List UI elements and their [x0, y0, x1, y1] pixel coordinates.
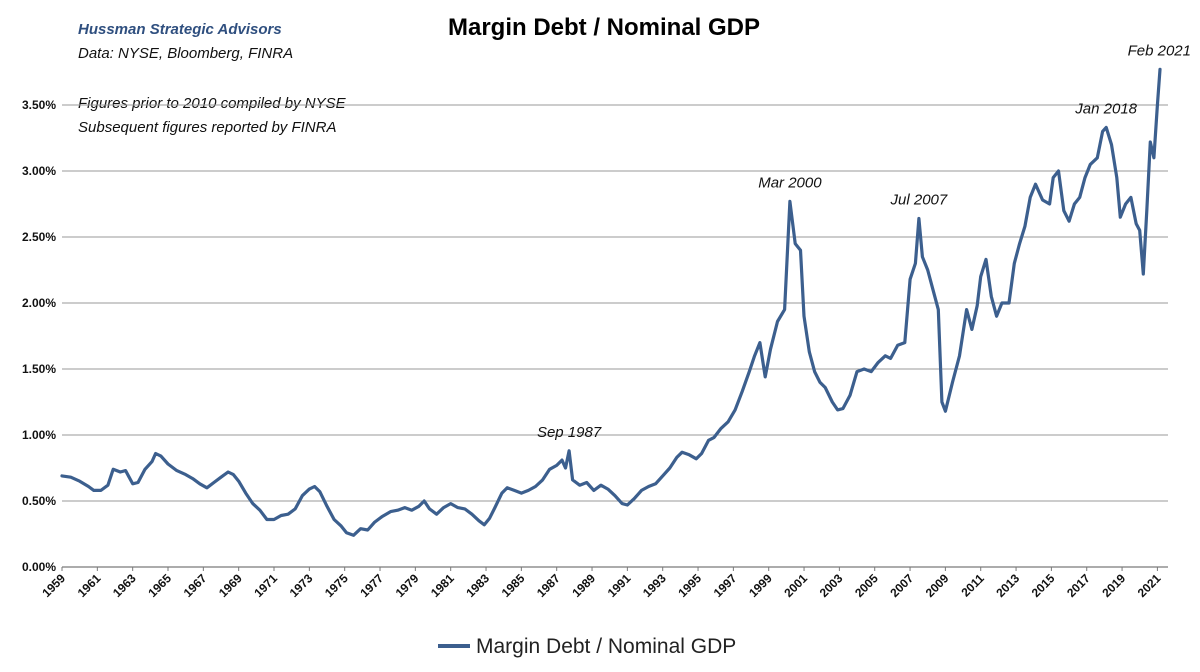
- legend-label: Margin Debt / Nominal GDP: [476, 635, 736, 658]
- gridlines: [62, 104, 1168, 568]
- x-tick-label: 1985: [499, 571, 528, 600]
- x-tick-label: 1991: [605, 571, 634, 600]
- annotation-label: Feb 2021: [1128, 42, 1191, 59]
- x-tick-label: 1965: [145, 571, 174, 600]
- x-tick-label: 2013: [993, 571, 1022, 600]
- note-line-1: Figures prior to 2010 compiled by NYSE: [78, 95, 347, 112]
- x-tick-label: 1959: [39, 571, 68, 600]
- x-tick-label: 1999: [746, 571, 775, 600]
- chart-title: Margin Debt / Nominal GDP: [448, 14, 760, 41]
- x-tick-label: 2021: [1135, 571, 1164, 600]
- x-tick-label: 1971: [251, 571, 280, 600]
- annotations: Sep 1987 Mar 2000 Jul 2007 Jan 2018 Feb 2021: [537, 42, 1191, 440]
- y-tick-label: 3.00%: [22, 164, 56, 178]
- x-tick-label: 1995: [675, 571, 704, 600]
- x-tick-label: 2007: [887, 571, 916, 600]
- x-tick-label: 1977: [357, 571, 386, 600]
- note-line-2: Subsequent figures reported by FINRA: [78, 119, 336, 136]
- y-tick-label: 2.00%: [22, 296, 56, 310]
- legend: Margin Debt / Nominal GDP: [438, 635, 736, 658]
- annotation-label: Jan 2018: [1074, 100, 1137, 117]
- series-layer: [60, 67, 1162, 537]
- x-tick-label: 2003: [817, 571, 846, 600]
- x-tick-label: 2009: [923, 571, 952, 600]
- x-tick-label: 1975: [322, 571, 351, 600]
- x-tick-label: 1987: [534, 571, 563, 600]
- y-tick-label: 1.50%: [22, 362, 56, 376]
- x-tick-label: 1979: [393, 571, 422, 600]
- annotation-label: Jul 2007: [890, 192, 948, 209]
- x-axis-ticks: 1959 1961 1963 1965 1967 1969 1971 1973 1975 1977…: [39, 567, 1164, 600]
- annotation-label: Mar 2000: [758, 174, 822, 191]
- x-tick-label: 1961: [75, 571, 104, 600]
- x-tick-label: 2017: [1064, 571, 1093, 600]
- x-tick-label: 1993: [640, 571, 669, 600]
- x-tick-label: 1983: [463, 571, 492, 600]
- y-axis-ticks: 0.00% 0.50% 1.00% 1.50% 2.00% 2.50% 3.00% 3.50%: [22, 98, 56, 574]
- x-tick-label: 1963: [110, 571, 139, 600]
- x-tick-label: 2015: [1029, 571, 1058, 600]
- y-tick-label: 2.50%: [22, 230, 56, 244]
- x-tick-label: 1981: [428, 571, 457, 600]
- x-tick-label: 1967: [181, 571, 210, 600]
- x-tick-label: 1989: [569, 571, 598, 600]
- x-tick-label: 1973: [287, 571, 316, 600]
- x-tick-label: 1997: [711, 571, 740, 600]
- x-tick-label: 2011: [959, 571, 988, 600]
- y-tick-label: 0.50%: [22, 494, 56, 508]
- y-tick-label: 1.00%: [22, 428, 56, 442]
- x-tick-label: 1969: [216, 571, 245, 600]
- data-sources-label: Data: NYSE, Bloomberg, FINRA: [78, 45, 293, 62]
- x-tick-label: 2001: [781, 571, 810, 600]
- y-tick-label: 3.50%: [22, 98, 56, 112]
- source-org-label: Hussman Strategic Advisors: [78, 21, 282, 38]
- annotation-label: Sep 1987: [537, 424, 602, 441]
- y-tick-label: 0.00%: [22, 560, 56, 574]
- series-line-margin-debt-gdp: [60, 67, 1162, 537]
- x-tick-label: 2019: [1099, 571, 1128, 600]
- x-tick-label: 2005: [852, 571, 881, 600]
